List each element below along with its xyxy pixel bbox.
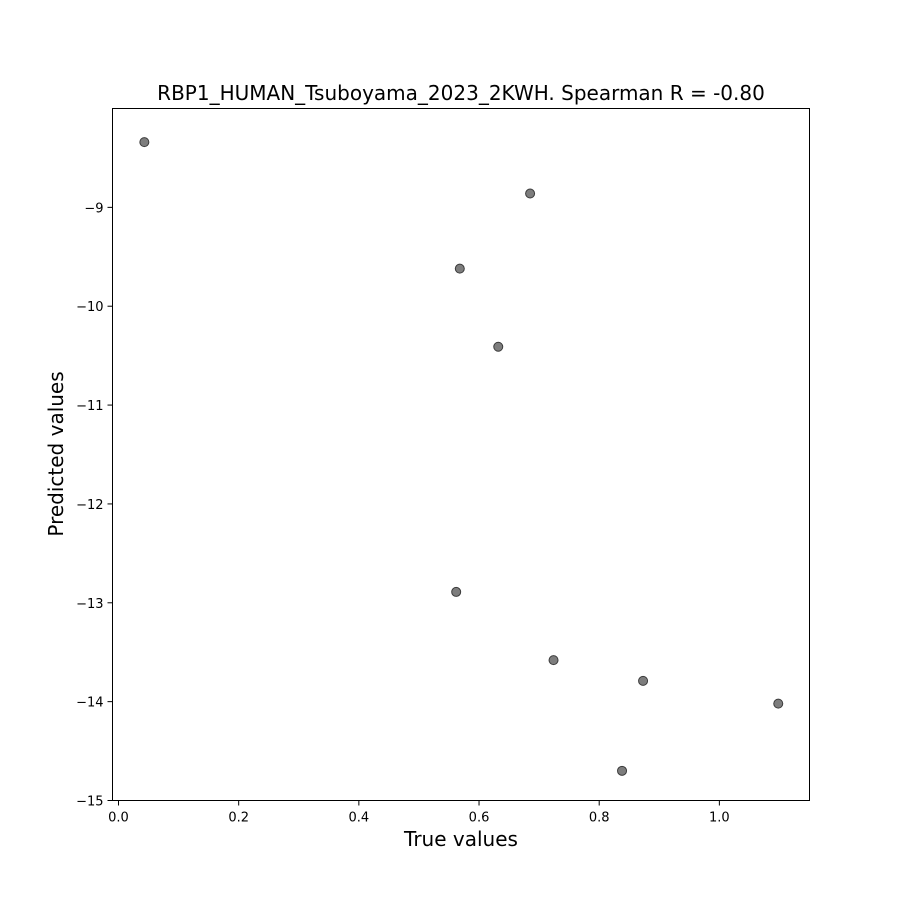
chart-title: RBP1_HUMAN_Tsuboyama_2023_2KWH. Spearman… <box>157 81 765 105</box>
x-tick-label: 0.6 <box>469 811 490 826</box>
data-point <box>773 698 784 709</box>
y-tick-label: −11 <box>76 399 103 414</box>
x-axis: 0.0 0.2 0.4 0.6 0.8 1.0 <box>108 800 730 826</box>
data-point <box>525 188 536 199</box>
x-tick-label: 0.2 <box>228 811 249 826</box>
x-tick-label: 0.0 <box>108 811 129 826</box>
data-point <box>493 341 504 352</box>
y-axis: −15 −14 −13 −12 −11 −10 −9 <box>76 201 113 810</box>
data-point <box>451 586 462 597</box>
data-point <box>139 137 150 148</box>
x-tick-label: 0.4 <box>349 811 370 826</box>
y-tick-label: −14 <box>76 696 103 711</box>
y-tick-label: −10 <box>76 300 103 315</box>
y-tick-label: −13 <box>76 597 103 612</box>
x-tick-label: 0.8 <box>589 811 610 826</box>
x-tick-label: 1.0 <box>709 811 730 826</box>
plot-frame <box>112 108 810 801</box>
data-point <box>617 765 628 776</box>
y-tick-label: −15 <box>76 795 103 810</box>
data-point <box>548 655 559 666</box>
x-axis-label: True values <box>403 827 518 851</box>
y-axis-label: Predicted values <box>44 371 68 536</box>
data-point <box>638 675 649 686</box>
y-tick-label: −12 <box>76 498 103 513</box>
y-tick-label: −9 <box>84 201 103 216</box>
data-points <box>139 137 784 776</box>
data-point <box>454 263 465 274</box>
